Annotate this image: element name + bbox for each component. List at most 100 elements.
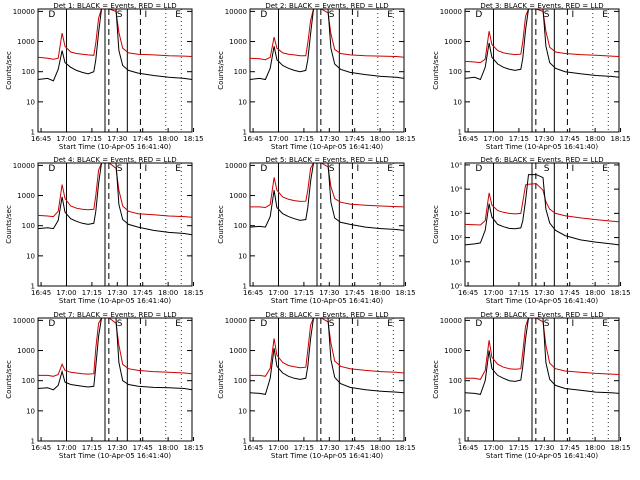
x-tick-label: 17:00 [56,289,76,297]
x-axis-label: Start Time (10-Apr-05 16:41:40) [59,452,171,460]
x-tick-label: 18:00 [158,289,178,297]
y-tick-label: 10000 [225,8,247,16]
y-axis-label: Counts/sec [217,360,225,399]
x-tick-label: 18:15 [395,135,415,143]
y-tick-label: 1 [243,283,247,291]
region-label: I [144,10,147,20]
region-label: S [329,10,335,20]
region-label: D [260,10,267,20]
x-tick-label: 17:15 [509,289,529,297]
y-tick-label: 100 [449,377,462,385]
x-tick-label: 17:45 [560,444,580,452]
x-tick-label: 17:15 [82,135,102,143]
y-tick-label: 1000 [444,38,462,46]
x-tick-label: 17:45 [560,289,580,297]
plot-frame [249,8,405,133]
x-tick-label: 17:30 [534,289,554,297]
x-tick-label: 17:45 [345,135,365,143]
x-tick-label: 17:15 [294,444,314,452]
region-label: E [175,10,181,20]
x-tick-label: 17:45 [345,444,365,452]
series-lld-line [38,318,192,377]
x-tick-label: 17:15 [82,289,102,297]
chart-title: Det 5: BLACK = Events, RED = LLD [265,156,388,164]
x-tick-label: 17:45 [133,289,153,297]
y-tick-label: 10⁰ [450,283,462,291]
y-tick-label: 1000 [229,347,247,355]
series-events-line [250,9,404,81]
series-lld-line [465,183,619,226]
x-tick-label: 18:00 [585,135,605,143]
y-tick-label: 1 [458,438,462,446]
x-tick-label: 17:15 [509,135,529,143]
y-tick-label: 10000 [13,162,35,170]
x-tick-label: 18:00 [585,444,605,452]
x-axis-label: Start Time (10-Apr-05 16:41:40) [59,297,171,305]
y-tick-label: 1 [31,438,35,446]
x-tick-label: 17:30 [534,135,554,143]
y-tick-label: 10000 [225,317,247,325]
region-label: S [544,164,550,174]
detector-panel: 1 10 100 1000 10000 Counts/sec 16:45 17:00 17:15… [432,311,631,460]
region-label: E [602,319,608,329]
x-tick-label: 17:30 [107,444,127,452]
y-tick-label: 1000 [229,38,247,46]
region-label: D [48,164,55,174]
region-label: E [175,319,181,329]
x-tick-label: 17:30 [107,135,127,143]
region-label: S [544,10,550,20]
region-label: D [48,10,55,20]
y-axis-label: Counts/sec [5,205,13,244]
x-tick-label: 18:15 [395,289,415,297]
x-axis-label: Start Time (10-Apr-05 16:41:40) [271,297,383,305]
region-label: D [475,164,482,174]
chart-title: Det 2: BLACK = Events, RED = LLD [265,2,388,10]
x-tick-label: 17:45 [133,135,153,143]
series-lld-line [38,9,192,60]
y-axis-label: Counts/sec [217,51,225,90]
y-axis-label: Counts/sec [5,360,13,399]
region-label: E [602,10,608,20]
region-label: I [571,319,574,329]
region-label: E [387,10,393,20]
x-tick-label: 17:00 [268,135,288,143]
x-tick-label: 17:00 [483,444,503,452]
y-tick-label: 100 [22,377,35,385]
region-label: S [117,319,123,329]
x-tick-label: 18:00 [370,289,390,297]
plot-frame [464,162,620,287]
y-axis-label: Counts/sec [432,360,440,399]
x-tick-label: 17:45 [560,135,580,143]
x-axis-label: Start Time (10-Apr-05 16:41:40) [271,452,383,460]
x-tick-label: 18:00 [585,289,605,297]
x-tick-label: 17:30 [534,444,554,452]
plot-frame [37,162,193,287]
x-tick-label: 17:45 [133,444,153,452]
x-tick-label: 18:15 [183,289,203,297]
region-label: E [387,164,393,174]
x-tick-label: 18:00 [158,135,178,143]
region-label: S [329,319,335,329]
y-tick-label: 100 [234,222,247,230]
region-label: I [571,164,574,174]
region-label: I [571,10,574,20]
series-events-line [38,9,192,82]
x-tick-label: 17:30 [319,444,339,452]
x-tick-label: 16:45 [31,289,51,297]
x-tick-label: 18:15 [395,444,415,452]
series-events-line [250,163,404,231]
x-tick-label: 18:15 [610,289,630,297]
x-axis-label: Start Time (10-Apr-05 16:41:40) [271,143,383,151]
series-events-line [38,318,192,391]
region-label: E [602,164,608,174]
y-tick-label: 10 [26,98,35,106]
series-lld-line [465,9,619,64]
x-axis-label: Start Time (10-Apr-05 16:41:40) [486,297,598,305]
x-tick-label: 17:15 [82,444,102,452]
x-tick-label: 17:30 [319,135,339,143]
series-events-line [250,318,404,395]
plot-frame [37,8,193,133]
y-tick-label: 10000 [440,8,462,16]
chart-title: Det 9: BLACK = Events, RED = LLD [480,311,603,319]
